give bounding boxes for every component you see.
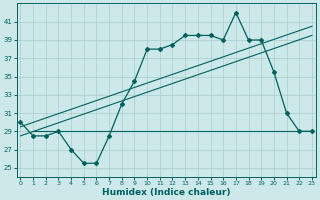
X-axis label: Humidex (Indice chaleur): Humidex (Indice chaleur): [102, 188, 230, 197]
